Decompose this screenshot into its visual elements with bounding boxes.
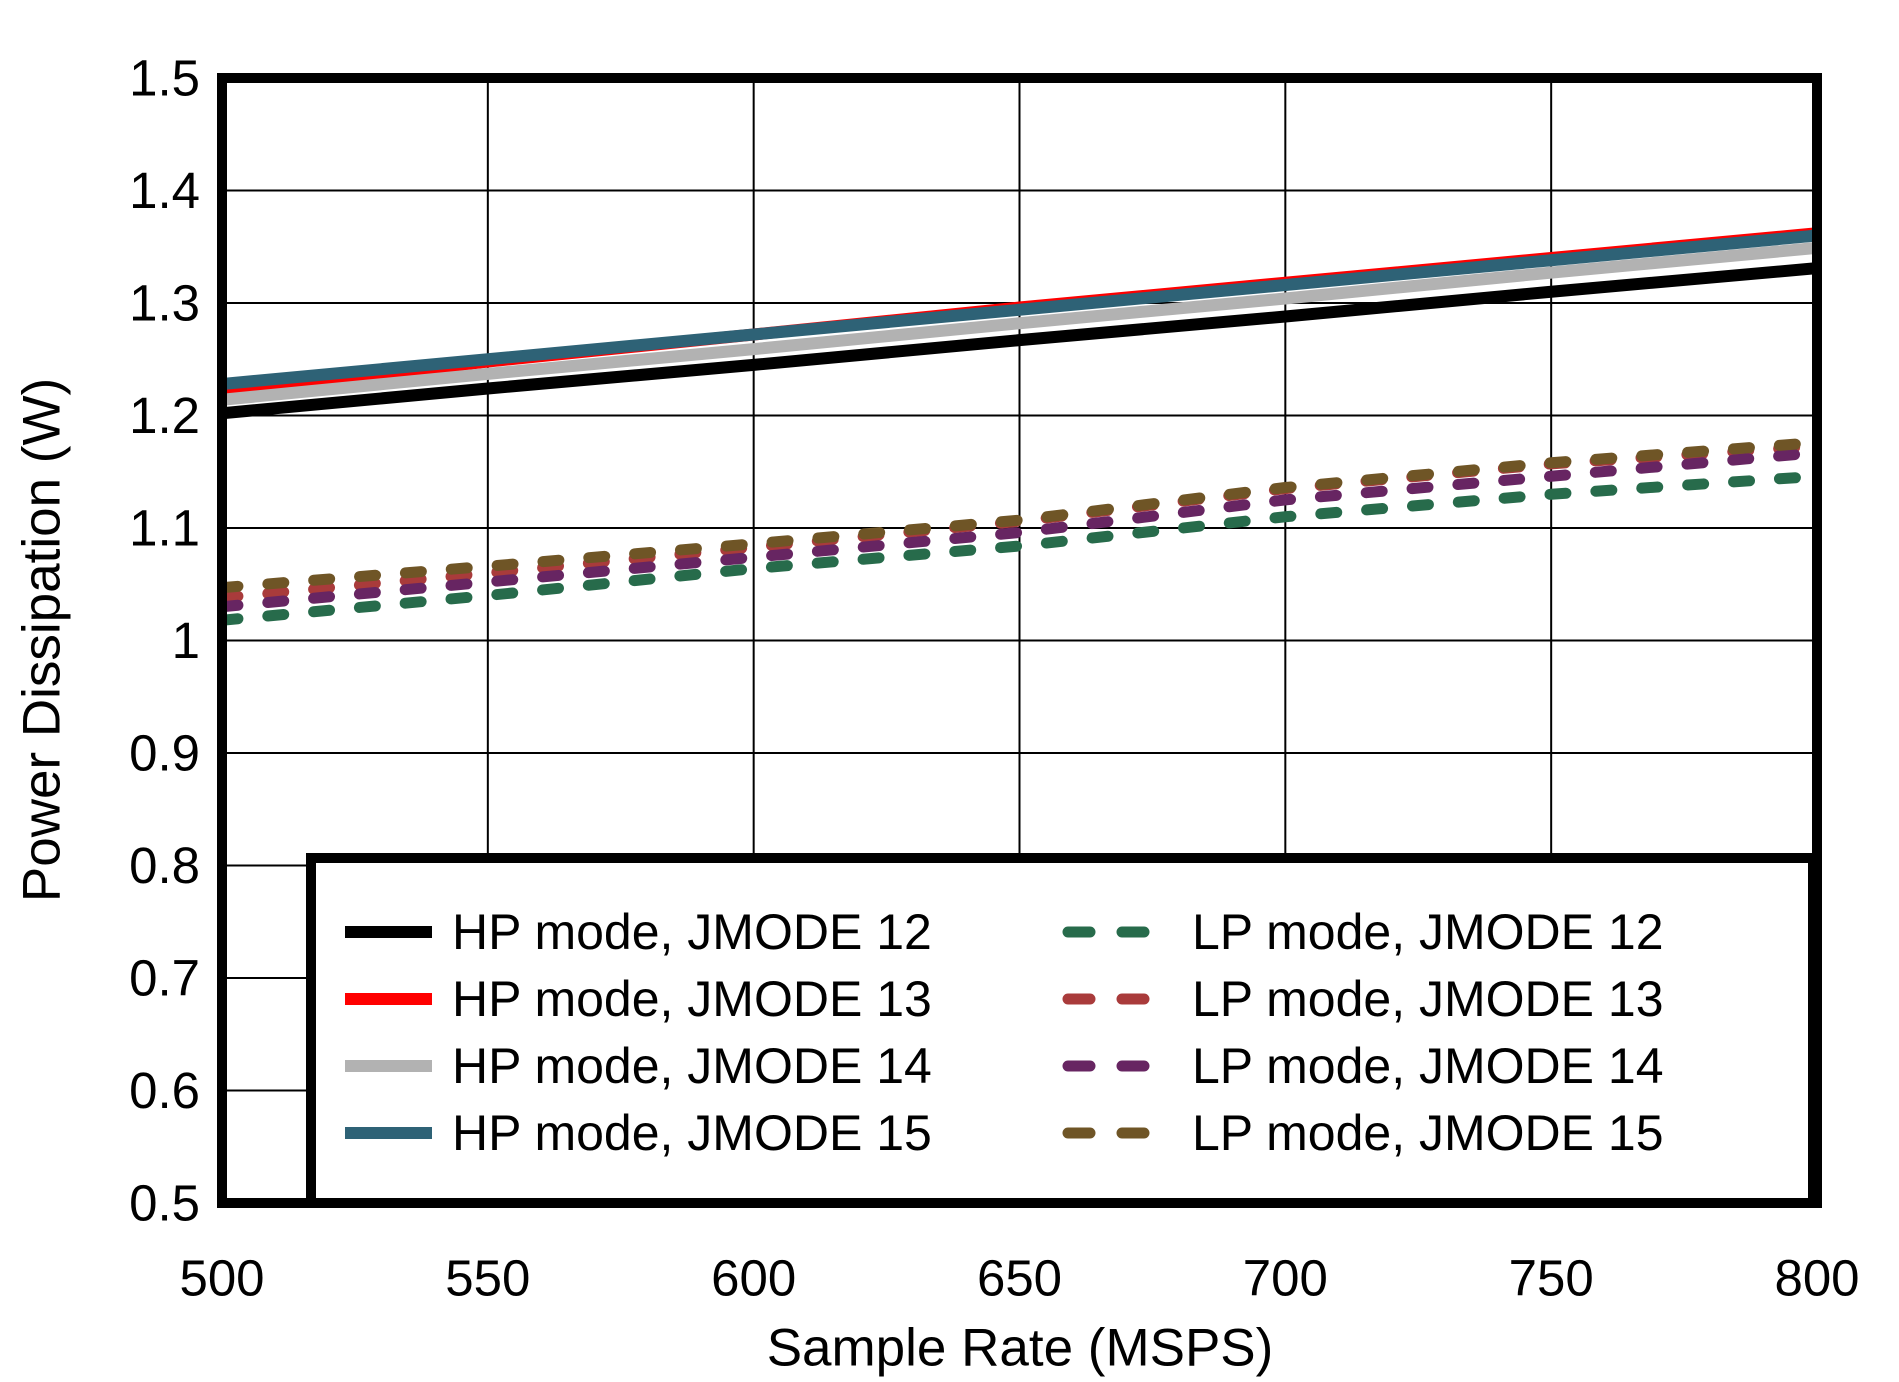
y-tick-label: 1.1 <box>129 500 200 557</box>
tick-labels: 500 550 600 650 700 750 800 0.5 0.6 0.7 0.8 0.9 1 1.1… <box>129 50 1859 1307</box>
y-tick-label: 1.5 <box>129 50 200 107</box>
legend-label-lp-jmode-15: LP mode, JMODE 15 <box>1192 1105 1664 1161</box>
y-tick-label: 0.7 <box>129 950 200 1007</box>
x-tick-label: 750 <box>1509 1250 1594 1307</box>
series-lp-jmode-14 <box>222 447 1817 613</box>
data-series <box>222 227 1817 626</box>
y-tick-label: 1.3 <box>129 275 200 332</box>
legend-label-hp-jmode-12: HP mode, JMODE 12 <box>452 904 932 960</box>
x-tick-label: 550 <box>445 1250 530 1307</box>
x-tick-label: 800 <box>1774 1250 1859 1307</box>
legend-label-hp-jmode-14: HP mode, JMODE 14 <box>452 1038 932 1094</box>
x-tick-label: 700 <box>1243 1250 1328 1307</box>
series-lp-jmode-12 <box>222 470 1817 626</box>
legend-label-lp-jmode-14: LP mode, JMODE 14 <box>1192 1038 1664 1094</box>
y-tick-label: 0.6 <box>129 1062 200 1119</box>
legend-label-lp-jmode-13: LP mode, JMODE 13 <box>1192 971 1664 1027</box>
y-tick-label: 0.9 <box>129 725 200 782</box>
plot-border <box>217 73 1822 1208</box>
y-tick-label: 1.2 <box>129 387 200 444</box>
x-tick-label: 600 <box>711 1250 796 1307</box>
legend-box <box>306 853 1818 1208</box>
legend-label-hp-jmode-13: HP mode, JMODE 13 <box>452 971 932 1027</box>
y-tick-label: 1 <box>172 612 200 669</box>
legend-label-lp-jmode-12: LP mode, JMODE 12 <box>1192 904 1664 960</box>
x-tick-label: 500 <box>179 1250 264 1307</box>
y-tick-label: 0.5 <box>129 1175 200 1232</box>
legend: HP mode, JMODE 12 HP mode, JMODE 13 HP mod… <box>306 853 1818 1208</box>
series-lp-jmode-15 <box>222 437 1817 594</box>
plot-frame <box>217 73 1822 1208</box>
legend-label-hp-jmode-15: HP mode, JMODE 15 <box>452 1105 932 1161</box>
y-axis-title: Power Dissipation (W) <box>13 378 72 902</box>
x-axis-title: Sample Rate (MSPS) <box>767 1319 1274 1378</box>
y-tick-label: 1.4 <box>129 162 200 219</box>
x-tick-label: 650 <box>977 1250 1062 1307</box>
series-hp-jmode-14 <box>222 241 1817 406</box>
y-tick-label: 0.8 <box>129 837 200 894</box>
series-hp-jmode-15 <box>222 229 1817 390</box>
series-hp-jmode-12 <box>222 262 1817 420</box>
